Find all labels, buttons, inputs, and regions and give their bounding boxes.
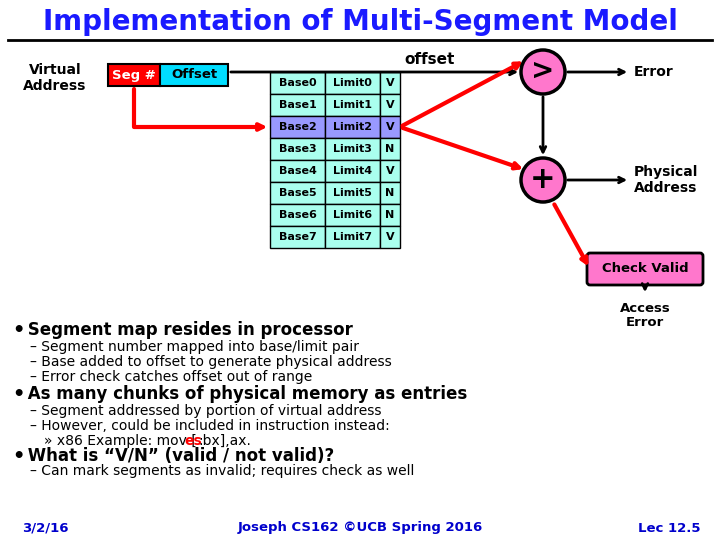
Text: Base7: Base7 [279, 232, 316, 242]
Text: Limit4: Limit4 [333, 166, 372, 176]
Bar [325, 94, 380, 116]
Bar [270, 226, 325, 248]
Text: Physical: Physical [634, 165, 698, 179]
FancyBboxPatch shape [587, 253, 703, 285]
Text: – Can mark segments as invalid; requires check as well: – Can mark segments as invalid; requires… [30, 464, 415, 478]
Bar [325, 72, 380, 94]
Text: Limit6: Limit6 [333, 210, 372, 220]
FancyBboxPatch shape [160, 64, 228, 86]
Text: Limit0: Limit0 [333, 78, 372, 88]
Text: •: • [12, 447, 24, 465]
Text: Access: Access [620, 301, 670, 314]
Bar [380, 160, 400, 182]
Text: N: N [385, 188, 395, 198]
Text: » x86 Example: mov [: » x86 Example: mov [ [44, 434, 197, 448]
Text: V: V [386, 232, 395, 242]
Text: Check Valid: Check Valid [602, 262, 688, 275]
Bar [270, 72, 325, 94]
Bar [380, 116, 400, 138]
Text: – Error check catches offset out of range: – Error check catches offset out of rang… [30, 370, 312, 384]
Text: :bx],ax.: :bx],ax. [198, 434, 251, 448]
Text: Implementation of Multi-Segment Model: Implementation of Multi-Segment Model [42, 8, 678, 36]
Text: >: > [531, 57, 554, 85]
Text: Base2: Base2 [279, 122, 316, 132]
Circle shape [521, 158, 565, 202]
Text: Error: Error [634, 65, 674, 79]
Bar [380, 72, 400, 94]
FancyBboxPatch shape [108, 64, 160, 86]
Text: Offset: Offset [171, 69, 217, 82]
Text: N: N [385, 210, 395, 220]
Text: +: + [530, 165, 556, 193]
Text: V: V [386, 166, 395, 176]
Bar [325, 116, 380, 138]
Text: – However, could be included in instruction instead:: – However, could be included in instruct… [30, 419, 390, 433]
Bar [325, 182, 380, 204]
Text: – Base added to offset to generate physical address: – Base added to offset to generate physi… [30, 355, 392, 369]
Bar [325, 226, 380, 248]
Text: Base3: Base3 [279, 144, 316, 154]
Text: N: N [385, 144, 395, 154]
Text: – Segment addressed by portion of virtual address: – Segment addressed by portion of virtua… [30, 404, 382, 418]
Text: Base4: Base4 [279, 166, 316, 176]
Bar [380, 182, 400, 204]
Bar [270, 94, 325, 116]
Text: Base5: Base5 [279, 188, 316, 198]
Text: Error: Error [626, 315, 664, 328]
Bar [270, 160, 325, 182]
Text: Base6: Base6 [279, 210, 316, 220]
Text: Base1: Base1 [279, 100, 316, 110]
Text: As many chunks of physical memory as entries: As many chunks of physical memory as ent… [22, 385, 467, 403]
Bar [380, 138, 400, 160]
Text: V: V [386, 78, 395, 88]
Text: es: es [184, 434, 202, 448]
Text: 3/2/16: 3/2/16 [22, 522, 68, 535]
Bar [380, 94, 400, 116]
Text: Limit1: Limit1 [333, 100, 372, 110]
Text: Seg #: Seg # [112, 69, 156, 82]
Text: V: V [386, 100, 395, 110]
Text: Limit2: Limit2 [333, 122, 372, 132]
Text: •: • [12, 321, 24, 340]
Text: Address: Address [634, 181, 698, 195]
Bar [270, 138, 325, 160]
Bar [325, 160, 380, 182]
Text: Joseph CS162 ©UCB Spring 2016: Joseph CS162 ©UCB Spring 2016 [238, 522, 482, 535]
Text: Limit3: Limit3 [333, 144, 372, 154]
Text: V: V [386, 122, 395, 132]
Text: Base0: Base0 [279, 78, 316, 88]
Text: offset: offset [405, 52, 455, 68]
Bar [270, 182, 325, 204]
Text: Limit7: Limit7 [333, 232, 372, 242]
Text: Lec 12.5: Lec 12.5 [637, 522, 700, 535]
Bar [325, 138, 380, 160]
Bar [380, 204, 400, 226]
Text: Segment map resides in processor: Segment map resides in processor [22, 321, 353, 339]
Text: •: • [12, 384, 24, 403]
Text: What is “V/N” (valid / not valid)?: What is “V/N” (valid / not valid)? [22, 447, 334, 465]
Bar [270, 116, 325, 138]
Text: – Segment number mapped into base/limit pair: – Segment number mapped into base/limit … [30, 340, 359, 354]
Circle shape [521, 50, 565, 94]
Bar [380, 226, 400, 248]
Bar [270, 204, 325, 226]
Bar [325, 204, 380, 226]
Text: Limit5: Limit5 [333, 188, 372, 198]
Text: Virtual
Address: Virtual Address [23, 63, 86, 93]
